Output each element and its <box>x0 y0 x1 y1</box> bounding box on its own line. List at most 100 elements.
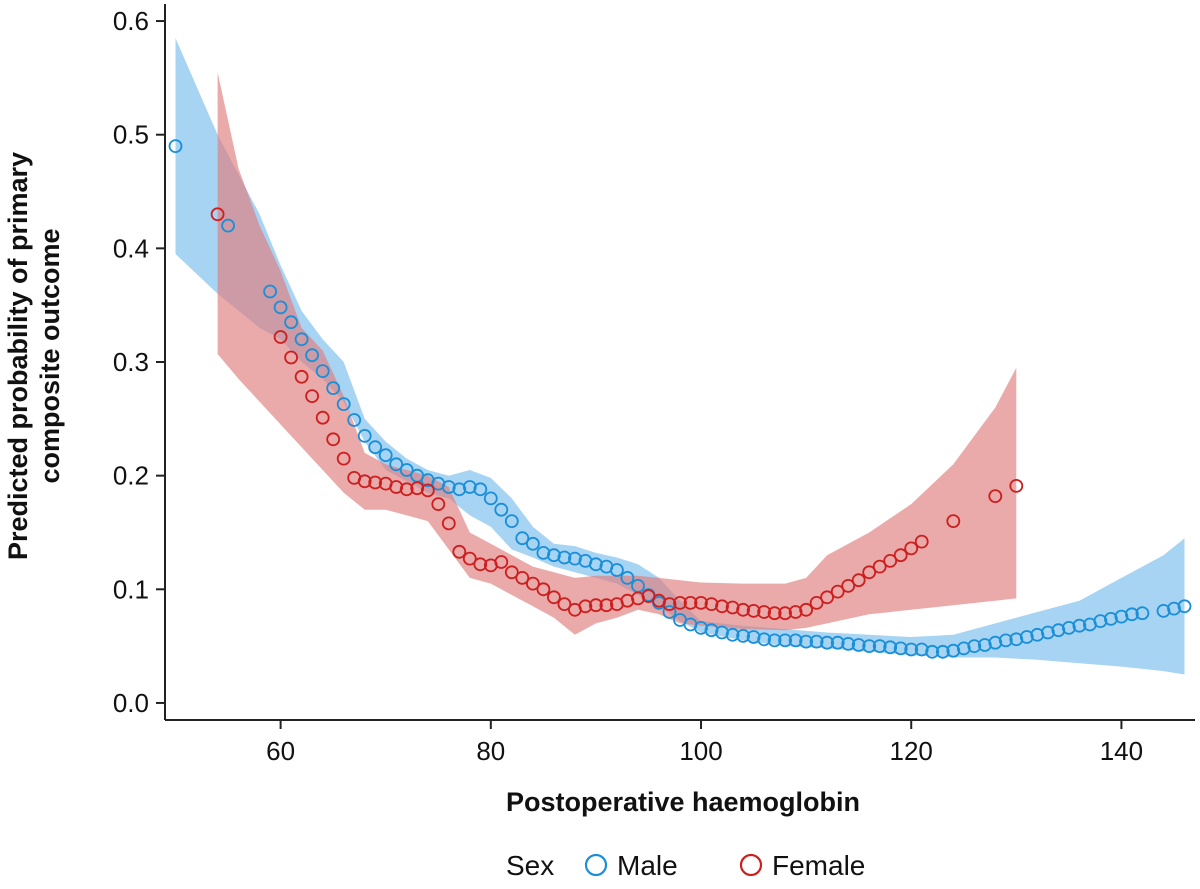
legend: Sex Male Female <box>506 850 865 881</box>
point-female <box>946 514 961 528</box>
point-female <box>420 483 435 498</box>
point-male <box>515 531 530 546</box>
point-male <box>294 332 309 347</box>
point-female <box>799 602 813 617</box>
point-female <box>820 590 834 605</box>
point-female <box>557 597 572 611</box>
point-male <box>1114 609 1129 624</box>
point-male <box>1125 607 1139 622</box>
point-female <box>830 584 845 599</box>
point-female <box>788 605 803 619</box>
point-male <box>662 605 677 619</box>
point-female <box>294 369 309 384</box>
point-male <box>399 463 414 477</box>
point-male <box>494 502 509 517</box>
point-male <box>883 640 898 655</box>
point-male <box>168 139 183 154</box>
point-male <box>284 315 299 330</box>
point-male <box>221 218 236 233</box>
point-female <box>326 432 341 447</box>
point-female <box>399 482 414 497</box>
point-male <box>389 457 404 472</box>
point-male <box>872 639 887 653</box>
point-female <box>631 591 645 606</box>
point-male <box>778 633 792 648</box>
y-tick-label: 0.4 <box>113 233 149 263</box>
x-tick-label: 140 <box>1100 736 1143 766</box>
point-male <box>1177 599 1192 614</box>
point-male <box>462 480 477 494</box>
point-male <box>946 643 961 658</box>
point-female <box>357 474 372 489</box>
point-male <box>820 635 834 650</box>
y-tick-label: 0.5 <box>113 120 149 150</box>
point-female <box>547 590 561 605</box>
point-male <box>1062 621 1076 635</box>
point-male <box>1072 618 1087 633</box>
y-axis-title-line-2: composite outcome <box>35 228 65 483</box>
point-male <box>988 635 1003 650</box>
point-male <box>704 623 719 638</box>
point-male <box>441 480 456 494</box>
point-female <box>504 565 519 580</box>
point-male <box>956 641 971 656</box>
point-female <box>431 497 446 512</box>
point-female <box>778 606 792 621</box>
point-female <box>757 605 771 619</box>
point-female <box>526 576 540 591</box>
point-male <box>788 633 803 648</box>
point-female <box>336 451 351 466</box>
point-female <box>368 475 383 490</box>
point-male <box>473 482 488 497</box>
point-female <box>273 330 288 344</box>
point-female <box>441 516 456 531</box>
point-male <box>547 548 561 563</box>
point-female <box>305 389 320 404</box>
point-male <box>767 633 782 648</box>
point-female <box>589 598 603 613</box>
y-tick-label: 0.2 <box>113 461 149 491</box>
point-male <box>557 550 572 565</box>
point-male <box>452 482 467 497</box>
point-male <box>1041 625 1055 640</box>
legend-female-label: Female <box>772 850 865 881</box>
x-ticks: 60 80 100 120 140 <box>266 720 1143 766</box>
point-male <box>589 557 603 572</box>
point-male <box>851 638 866 652</box>
y-axis-title-line-1: Predicted probability of primary <box>3 152 33 560</box>
x-tick-label: 80 <box>476 736 505 766</box>
point-female <box>599 598 614 613</box>
point-male <box>925 644 940 659</box>
point-female <box>746 604 761 618</box>
point-female <box>883 554 898 568</box>
point-male <box>1104 612 1118 626</box>
point-male <box>1167 601 1181 616</box>
point-male <box>799 634 813 649</box>
point-male <box>620 571 635 585</box>
y-tick-label: 0.1 <box>113 574 149 604</box>
point-female <box>809 596 824 610</box>
point-male <box>1135 606 1150 621</box>
point-female <box>662 597 677 611</box>
point-female <box>704 597 719 611</box>
point-male <box>504 514 519 528</box>
point-male <box>977 638 992 652</box>
point-female <box>410 481 425 496</box>
point-female <box>315 410 330 425</box>
point-female <box>862 565 877 580</box>
point-female <box>841 579 856 593</box>
point-female <box>872 559 887 574</box>
point-female <box>694 596 708 610</box>
point-female <box>494 555 509 569</box>
point-male <box>368 440 383 455</box>
y-tick-label: 0.3 <box>113 347 149 377</box>
point-female <box>767 606 782 621</box>
point-male <box>1009 632 1024 647</box>
point-male <box>536 546 551 560</box>
legend-male-marker <box>584 853 608 877</box>
y-tick-label: 0.0 <box>113 688 149 718</box>
point-female <box>473 557 488 572</box>
point-female <box>536 582 551 597</box>
point-female <box>1009 478 1024 493</box>
point-female <box>904 541 919 556</box>
